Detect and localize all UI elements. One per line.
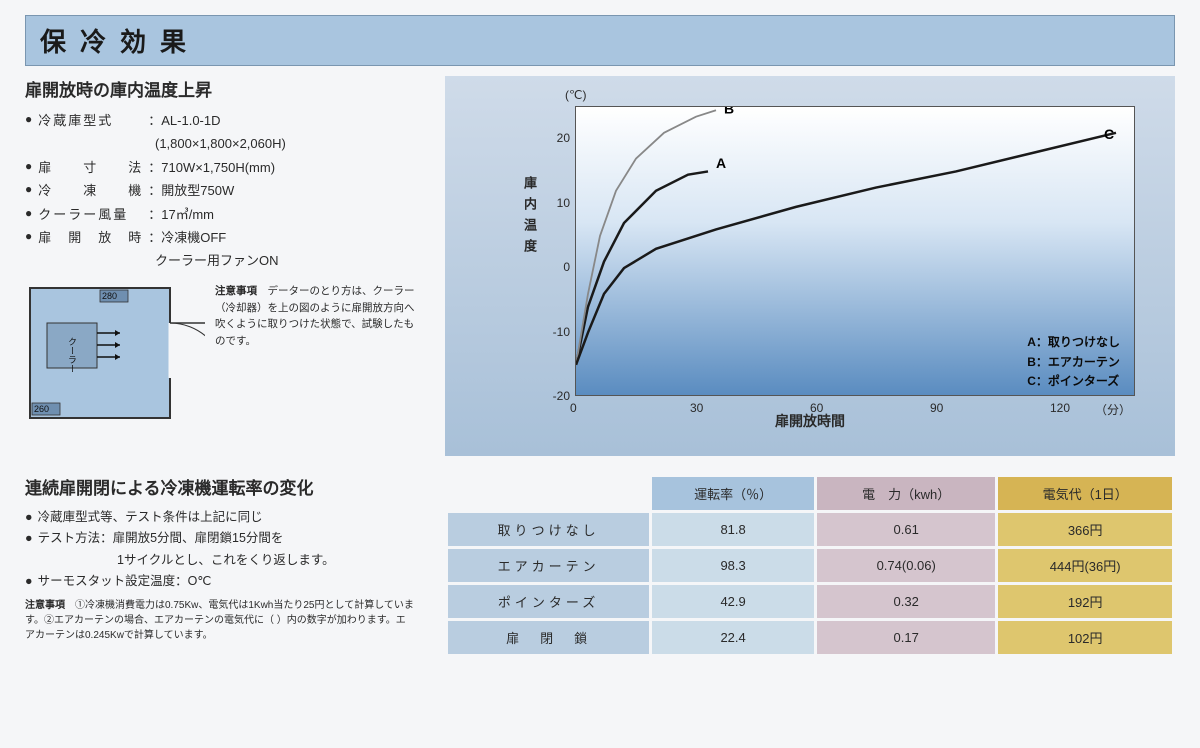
table-cell: 444円(36円) <box>997 548 1174 584</box>
y-tick: 20 <box>540 131 570 145</box>
chart-column: (℃) 庫内温度 ABC 扉開放時間 A：取りつけなしB：エアカーテンC：ポイン… <box>445 76 1175 456</box>
section2: 連続扉開閉による冷凍機運転率の変化 ●冷蔵庫型式等、テスト条件は上記に同じ●テス… <box>25 474 1175 657</box>
main-upper: 扉開放時の庫内温度上昇 ●冷蔵庫型式：AL-1.0-1D(1,800×1,800… <box>25 76 1175 456</box>
table-column: 運転率（％）電 力（kwh）電気代（1日）取りつけなし81.80.61366円エ… <box>445 474 1175 657</box>
y-tick: -20 <box>540 389 570 403</box>
title-bar: 保冷効果 <box>25 15 1175 66</box>
table-cell: 0.74(0.06) <box>816 548 997 584</box>
legend-item: B：エアカーテン <box>1027 353 1120 372</box>
chart-legend: A：取りつけなしB：エアカーテンC：ポインターズ <box>1027 333 1120 391</box>
spec-item: ●扉 寸 法：710W×1,750H(mm) <box>25 156 415 179</box>
table-cell: 0.32 <box>816 584 997 620</box>
x-tick: 60 <box>810 401 823 415</box>
table-cell: 102円 <box>997 620 1174 656</box>
section2-list: ●冷蔵庫型式等、テスト条件は上記に同じ●テスト方法：扉開放5分間、扉閉鎖15分間… <box>25 507 415 592</box>
section2-note: 注意事項 ①冷凍機消費電力は0.75Kw、電気代は1Kwh当たり25円として計算… <box>25 598 415 643</box>
spec-item: ●扉 開 放 時：冷凍機OFF <box>25 226 415 249</box>
sec2-item: 1サイクルとし、これをくり返します。 <box>25 550 415 571</box>
row-label: ポインターズ <box>447 584 651 620</box>
left-column: 扉開放時の庫内温度上昇 ●冷蔵庫型式：AL-1.0-1D(1,800×1,800… <box>25 76 415 456</box>
x-unit: （分） <box>1095 401 1131 418</box>
row-label: 取りつけなし <box>447 512 651 548</box>
svg-text:A: A <box>716 155 726 171</box>
legend-item: C：ポインターズ <box>1027 372 1120 391</box>
y-tick: 0 <box>540 260 570 274</box>
data-table: 運転率（％）電 力（kwh）電気代（1日）取りつけなし81.80.61366円エ… <box>445 474 1175 657</box>
svg-text:C: C <box>1104 126 1114 142</box>
table-header <box>447 476 651 512</box>
section2-heading: 連続扉開閉による冷凍機運転率の変化 <box>25 474 415 499</box>
table-header: 運転率（％） <box>651 476 816 512</box>
spec-item: ●冷 凍 機：開放型750W <box>25 179 415 202</box>
table-row: 扉 閉 鎖22.40.17102円 <box>447 620 1174 656</box>
sec2-item: ●冷蔵庫型式等、テスト条件は上記に同じ <box>25 507 415 528</box>
table-cell: 192円 <box>997 584 1174 620</box>
table-row: エアカーテン98.30.74(0.06)444円(36円) <box>447 548 1174 584</box>
floorplan-diagram: 280 260 クーラー <box>25 283 205 433</box>
table-header: 電気代（1日） <box>997 476 1174 512</box>
y-tick: -10 <box>540 325 570 339</box>
diagram-row: 280 260 クーラー 注意事項 データーのとり方は、クーラー（冷却器）を上の… <box>25 283 415 433</box>
svg-text:280: 280 <box>102 291 117 301</box>
table-cell: 98.3 <box>651 548 816 584</box>
svg-text:クーラー: クーラー <box>67 337 77 373</box>
table-row: 取りつけなし81.80.61366円 <box>447 512 1174 548</box>
table-cell: 81.8 <box>651 512 816 548</box>
section2-left: 連続扉開閉による冷凍機運転率の変化 ●冷蔵庫型式等、テスト条件は上記に同じ●テス… <box>25 474 415 657</box>
spec-item: ●冷蔵庫型式：AL-1.0-1D <box>25 109 415 132</box>
table-cell: 42.9 <box>651 584 816 620</box>
table-cell: 0.61 <box>816 512 997 548</box>
table-header: 電 力（kwh） <box>816 476 997 512</box>
section1-heading: 扉開放時の庫内温度上昇 <box>25 76 415 101</box>
spec-list: ●冷蔵庫型式：AL-1.0-1D(1,800×1,800×2,060H)●扉 寸… <box>25 109 415 273</box>
legend-item: A：取りつけなし <box>1027 333 1120 352</box>
table-header-row: 運転率（％）電 力（kwh）電気代（1日） <box>447 476 1174 512</box>
sec2-item: ●テスト方法：扉開放5分間、扉閉鎖15分間を <box>25 528 415 549</box>
x-tick: 30 <box>690 401 703 415</box>
row-label: 扉 閉 鎖 <box>447 620 651 656</box>
x-tick: 90 <box>930 401 943 415</box>
sec2-item: ●サーモスタット設定温度：O℃ <box>25 571 415 592</box>
table-cell: 366円 <box>997 512 1174 548</box>
svg-text:B: B <box>724 107 734 116</box>
x-tick: 0 <box>570 401 577 415</box>
table-row: ポインターズ42.90.32192円 <box>447 584 1174 620</box>
spec-item: (1,800×1,800×2,060H) <box>25 132 415 155</box>
y-tick: 10 <box>540 196 570 210</box>
row-label: エアカーテン <box>447 548 651 584</box>
y-axis-label: 庫内温度 <box>520 176 539 260</box>
y-unit: (℃) <box>565 88 586 102</box>
svg-text:260: 260 <box>34 404 49 414</box>
table-cell: 0.17 <box>816 620 997 656</box>
spec-item: クーラー用ファンON <box>25 249 415 272</box>
table-cell: 22.4 <box>651 620 816 656</box>
page-title: 保冷効果 <box>40 22 1160 59</box>
diagram-note: 注意事項 データーのとり方は、クーラー（冷却器）を上の図のように扉開放方向へ吹く… <box>215 283 415 350</box>
chart-panel: (℃) 庫内温度 ABC 扉開放時間 A：取りつけなしB：エアカーテンC：ポイン… <box>445 76 1175 456</box>
x-tick: 120 <box>1050 401 1070 415</box>
spec-item: ●クーラー風量：17㎥/mm <box>25 203 415 226</box>
